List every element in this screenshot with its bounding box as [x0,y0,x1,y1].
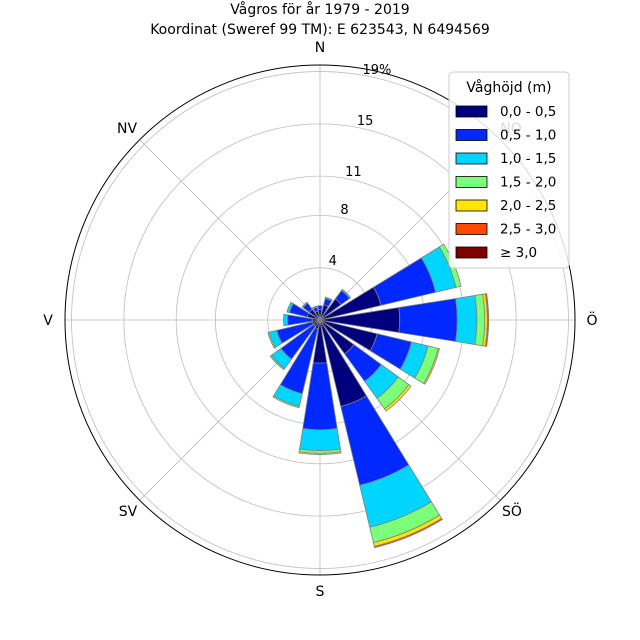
legend-label-6: ≥ 3,0 [500,245,537,261]
sector-6-bin-4 [384,384,412,412]
legend-label-2: 1,0 - 1,5 [500,151,556,167]
legend-swatch-6 [455,246,488,259]
legend-box [448,71,570,269]
sector-2-bin-2 [340,288,352,300]
legend-swatch-1 [455,129,488,141]
chart-title: Vågros för år 1979 - 2019 [230,1,409,18]
legend-swatch-3 [455,176,488,188]
sector-13-bin-2 [286,301,294,314]
polar-outer-ring [64,64,576,576]
legend-swatch-5 [455,223,488,235]
direction-label-so: SÖ [502,502,522,520]
direction-label-s: S [316,584,325,600]
legend: Våghöjd (m) 0,0 - 0,5 0,5 - 1,0 1,0 - 1,5 1… [448,71,570,269]
rose-sectors [267,243,490,549]
legend-label-5: 2,5 - 3,0 [500,222,556,238]
sector-8-bin-1 [302,362,338,431]
sector-8-bin-4 [298,451,342,456]
radial-tick-label-4: 19% [362,63,391,78]
legend-title: Våghöjd (m) [466,79,551,96]
legend-label-0: 0,0 - 0,5 [500,104,556,120]
sector-10-bin-3 [269,354,286,371]
sector-4-bin-5 [484,293,490,347]
grid-spoke-7 [139,139,321,321]
sector-1-bin-2 [324,296,333,302]
sector-4-bin-2 [455,294,478,346]
direction-label-o: Ö [586,311,597,329]
legend-swatch-4 [455,199,488,212]
legend-items: 0,0 - 0,5 0,5 - 1,0 1,0 - 1,5 1,5 - 2,0 2,0 … [455,104,556,261]
direction-label-n: N [315,40,325,56]
sector-8-bin-2 [299,428,341,452]
sector-4-bin-1 [398,298,458,342]
radial-tick-label-1: 8 [340,203,348,218]
legend-swatch-0 [455,105,488,118]
sector-5-bin-4 [423,347,441,385]
direction-label-sv: SV [119,504,138,520]
sector-9-bin-3 [272,395,300,409]
sector-14-bin-2 [301,301,309,309]
radial-tick-label-3: 15 [357,114,374,129]
legend-label-3: 1,5 - 2,0 [500,175,556,191]
legend-swatch-2 [455,152,488,165]
radial-tick-label-2: 11 [345,165,362,180]
radial-tick-labels: 4 8 11 15 19% [329,63,392,269]
legend-label-4: 2,0 - 2,5 [500,198,556,214]
sector-15-bin-2 [311,305,318,310]
radial-tick-label-0: 4 [329,254,337,269]
sector-0-bin-1 [317,305,323,311]
sector-12-bin-2 [282,313,289,327]
direction-label-nv: NV [117,121,137,137]
sector-7-bin-5 [373,517,443,549]
chart-subtitle: Koordinat (Sweref 99 TM): E 623543, N 64… [150,22,490,38]
legend-label-1: 0,5 - 1,0 [500,128,556,144]
direction-label-v: V [43,313,53,329]
sector-11-bin-3 [267,331,276,349]
